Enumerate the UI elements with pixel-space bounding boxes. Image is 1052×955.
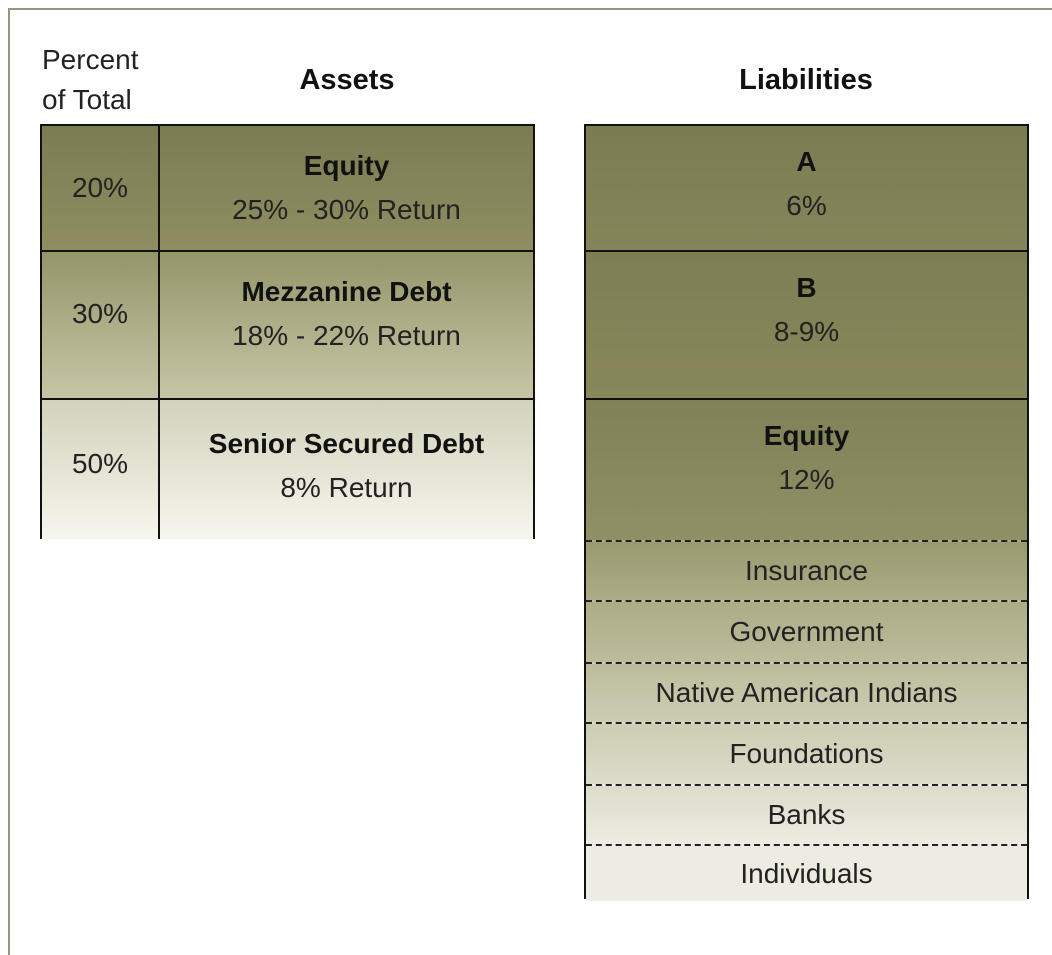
percent-cell: 20% (42, 126, 160, 250)
liability-rate: 8-9% (773, 316, 840, 347)
asset-name: Equity (303, 150, 390, 181)
asset-return: 8% Return (280, 472, 413, 503)
percent-text: 50% (71, 448, 129, 479)
percent-header-line: Percent (42, 44, 139, 75)
asset-cell: Senior Secured Debt 8% Return (160, 398, 533, 539)
percent-header-line: of Total (42, 84, 132, 115)
asset-name: Senior Secured Debt (208, 428, 485, 459)
asset-return: 25% - 30% Return (232, 194, 461, 225)
liability-rate: 12% (778, 464, 835, 495)
liability-cell: B 8-9% (586, 250, 1027, 398)
liability-rate: 6% (786, 190, 827, 221)
liability-cell: A 6% (586, 126, 1027, 250)
investor-cell: Individuals (586, 844, 1027, 901)
asset-name: Mezzanine Debt (241, 276, 452, 307)
percent-text: 20% (71, 172, 129, 203)
percent-text: 30% (71, 298, 129, 329)
liabilities-table: A 6% B 8-9% Equity 12% Insurance Government Nati… (584, 124, 1029, 901)
investor-cell: Government (586, 600, 1027, 662)
asset-cell: Mezzanine Debt 18% - 22% Return (160, 250, 533, 398)
frame (8, 8, 1052, 955)
asset-cell: Equity 25% - 30% Return (160, 126, 533, 250)
liability-name: B (796, 272, 817, 303)
liabilities-title: Liabilities (739, 64, 873, 96)
percent-cell: 50% (42, 398, 160, 539)
assets-title: Assets (299, 64, 395, 96)
investor-cell: Foundations (586, 722, 1027, 784)
investor-cell: Insurance (586, 540, 1027, 600)
investor-cell: Native American Indians (586, 662, 1027, 722)
investor-cell: Banks (586, 784, 1027, 844)
percent-cell: 30% (42, 250, 160, 398)
liability-name: Equity (763, 420, 850, 451)
asset-return: 18% - 22% Return (232, 320, 461, 351)
liability-cell: Equity 12% (586, 398, 1027, 540)
percent-header: Percent of Total (42, 40, 139, 120)
assets-table: 20% Equity 25% - 30% Return 30% Mezzanine De… (40, 124, 535, 539)
liability-name: A (796, 146, 817, 177)
